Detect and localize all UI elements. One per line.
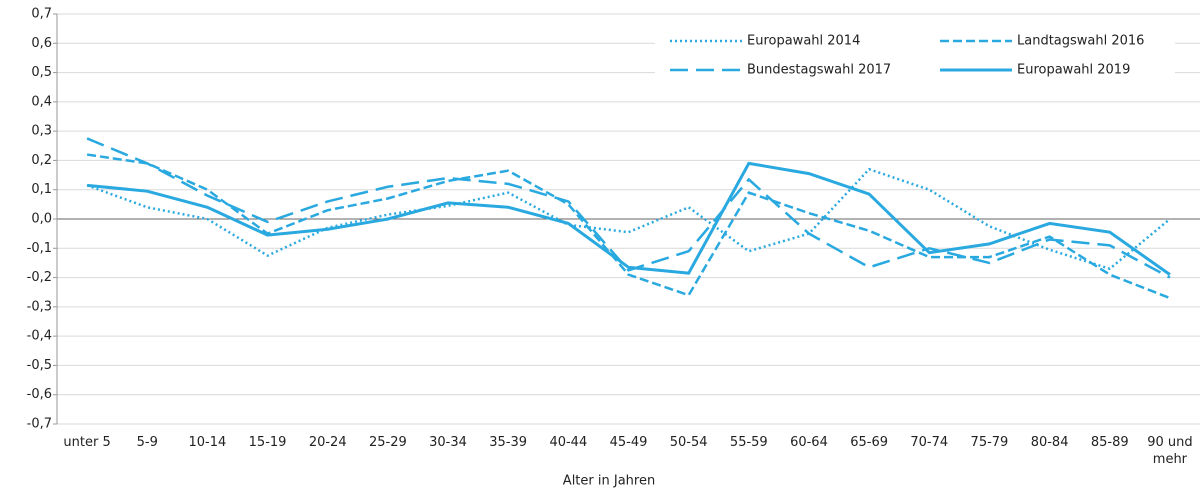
- x-tick-label: 20-24: [308, 435, 347, 450]
- legend-label: Bundestagswahl 2017: [747, 63, 891, 78]
- legend-label: Europawahl 2014: [747, 34, 860, 49]
- y-tick-label: 0,2: [31, 153, 52, 168]
- y-tick-label: -0,2: [27, 270, 52, 285]
- y-tick-label: -0,4: [27, 329, 52, 344]
- y-tick-label: -0,6: [27, 387, 52, 402]
- y-tick-label: -0,7: [27, 417, 52, 432]
- x-tick-label: 45-49: [609, 435, 648, 450]
- y-tick-label: 0,1: [31, 182, 52, 197]
- x-tick-label: 60-64: [790, 435, 828, 450]
- x-tick-label: 15-19: [248, 435, 287, 450]
- series-line: [86, 161, 1171, 276]
- y-tick-label: 0,6: [31, 36, 52, 51]
- y-tick-label: 0,0: [31, 212, 52, 227]
- x-tick-label: 65-69: [850, 435, 889, 450]
- x-tick-label: 10-14: [188, 435, 227, 450]
- x-tick-label: 90 und mehr: [1147, 435, 1193, 467]
- x-tick-label: unter 5: [63, 435, 111, 450]
- y-tick-label: 0,7: [31, 7, 52, 22]
- series-line: [86, 137, 1171, 279]
- y-tick-label: -0,3: [27, 299, 52, 314]
- x-axis-title: Alter in Jahren: [563, 474, 655, 489]
- legend-box: [655, 26, 1175, 84]
- x-tick-label: 75-79: [970, 435, 1009, 450]
- legend-label: Europawahl 2019: [1017, 63, 1130, 78]
- x-tick-label: 40-44: [549, 435, 588, 450]
- x-tick-label: 85-89: [1090, 435, 1129, 450]
- y-tick-label: 0,3: [31, 124, 52, 139]
- y-tick-label: 0,4: [31, 94, 52, 109]
- legend-label: Landtagswahl 2016: [1017, 34, 1144, 49]
- x-tick-label: 55-59: [729, 435, 768, 450]
- x-tick-label: 25-29: [368, 435, 407, 450]
- x-tick-label: 35-39: [489, 435, 528, 450]
- series-line: [86, 167, 1171, 271]
- x-tick-label: 5-9: [136, 435, 158, 450]
- y-tick-label: -0,1: [27, 241, 52, 256]
- x-tick-label: 30-34: [429, 435, 467, 450]
- x-tick-label: 50-54: [669, 435, 708, 450]
- x-tick-label: 70-74: [910, 435, 949, 450]
- x-tick-label: 80-84: [1030, 435, 1069, 450]
- y-tick-label: 0,5: [31, 65, 52, 80]
- y-tick-label: -0,5: [27, 358, 52, 373]
